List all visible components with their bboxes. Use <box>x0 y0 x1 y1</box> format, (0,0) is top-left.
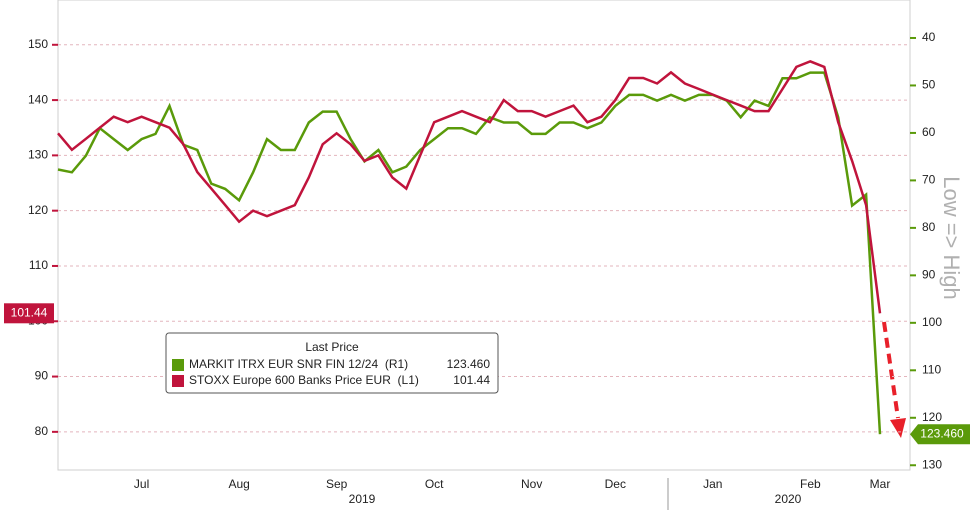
y2-axis-label: Low => High <box>939 176 964 300</box>
x-tick-label: Feb <box>800 477 821 491</box>
x-tick-label: Jan <box>703 477 722 491</box>
arrow-head <box>890 418 906 438</box>
arrow <box>882 321 900 419</box>
y-tick-label: 130 <box>28 148 48 162</box>
legend-label: MARKIT ITRX EUR SNR FIN 12/24 (R1) <box>189 357 408 371</box>
last-value-tag <box>4 303 54 324</box>
series-line <box>57 71 882 435</box>
series-line <box>57 60 882 314</box>
y-tick-label: 110 <box>29 258 48 272</box>
y-tick-label: 90 <box>35 369 49 383</box>
x-tick-label: Oct <box>425 477 444 491</box>
y2-tick-label: 120 <box>922 410 942 424</box>
last-value-label: 101.44 <box>11 305 48 319</box>
y2-tick-label: 70 <box>922 173 936 187</box>
y2-tick-label: 90 <box>922 268 936 282</box>
y2-tick-label: 130 <box>922 457 942 471</box>
last-value-tag <box>910 424 970 445</box>
y2-tick-label: 100 <box>922 315 942 329</box>
y-tick-label: 150 <box>28 37 48 51</box>
x-tick-label: Nov <box>521 477 542 491</box>
y2-tick-label: 60 <box>922 125 936 139</box>
x-tick-label: Dec <box>605 477 626 491</box>
x-tick-label: Aug <box>228 477 249 491</box>
y-tick-label: 140 <box>28 92 48 106</box>
y-tick-label: 80 <box>35 424 49 438</box>
x-tick-label: Sep <box>326 477 348 491</box>
legend-swatch <box>172 375 184 387</box>
legend-box <box>165 332 499 394</box>
legend-label: STOXX Europe 600 Banks Price EUR (L1) <box>189 373 419 387</box>
y-tick-label: 120 <box>28 203 48 217</box>
legend-value: 101.44 <box>453 373 490 387</box>
y2-tick-label: 40 <box>922 30 936 44</box>
x-tick-label: Mar <box>870 477 891 491</box>
legend-value: 123.460 <box>447 357 491 371</box>
year-label: 2019 <box>349 492 376 506</box>
last-value-label: 123.460 <box>920 426 964 440</box>
x-tick-label: Jul <box>134 477 149 491</box>
y2-tick-label: 80 <box>922 220 936 234</box>
y2-tick-label: 50 <box>922 78 936 92</box>
legend-title: Last Price <box>305 340 359 354</box>
year-label: 2020 <box>775 492 802 506</box>
legend-swatch <box>172 359 184 371</box>
plot-area <box>57 0 911 471</box>
y2-tick-label: 110 <box>922 362 941 376</box>
